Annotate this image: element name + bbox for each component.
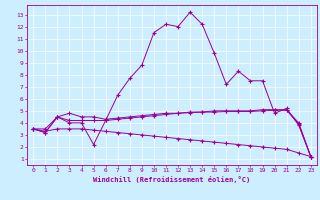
X-axis label: Windchill (Refroidissement éolien,°C): Windchill (Refroidissement éolien,°C) — [93, 176, 251, 183]
